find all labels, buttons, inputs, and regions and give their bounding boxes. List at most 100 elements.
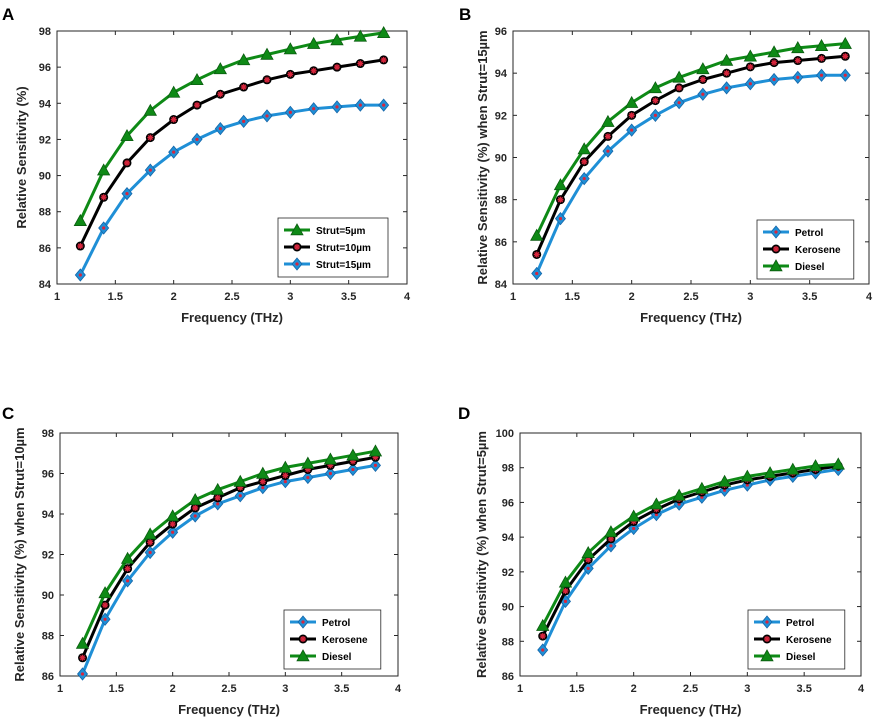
x-tick-label: 3 — [747, 291, 753, 303]
y-tick-label: 96 — [42, 469, 54, 481]
y-tick-label: 88 — [502, 636, 514, 648]
chart-panel-a: A 1 1.5 2 2.5 3 3.5 4 84 86 88 90 92 94 96 98 Frequency … — [2, 5, 411, 325]
x-tick-label: 3.5 — [797, 683, 812, 695]
data-point — [831, 457, 845, 470]
data-point — [353, 29, 368, 42]
data-point — [672, 70, 686, 83]
y-tick-label: 92 — [495, 110, 507, 122]
x-axis-label: Frequency (THz) — [640, 310, 742, 325]
data-point — [213, 62, 228, 75]
y-tick-label: 90 — [39, 171, 51, 183]
data-point — [330, 33, 344, 46]
data-point — [767, 45, 781, 58]
data-point — [96, 163, 111, 176]
y-tick-label: 96 — [502, 497, 514, 509]
y-tick-label: 84 — [39, 279, 52, 291]
data-point — [743, 49, 758, 62]
y-tick-label: 86 — [42, 671, 54, 683]
data-point — [188, 493, 202, 506]
data-point — [346, 448, 360, 461]
data-point — [211, 482, 225, 495]
x-tick-label: 4 — [858, 683, 865, 695]
y-tick-label: 90 — [502, 602, 514, 614]
y-tick-label: 92 — [42, 550, 54, 562]
panel-letter-c: C — [2, 404, 14, 423]
data-point — [577, 142, 591, 155]
x-tick-label: 3 — [744, 683, 750, 695]
x-tick-label: 2.5 — [221, 683, 236, 695]
legend-entry: Petrol — [290, 615, 351, 629]
data-point — [740, 469, 755, 482]
legend-entry: Diesel — [290, 649, 352, 663]
x-tick-label: 2 — [629, 291, 635, 303]
data-point — [601, 114, 615, 127]
legend-marker — [769, 259, 783, 272]
chart-panel-d: D 1 1.5 2 2.5 3 3.5 4 86 88 90 92 94 96 98 100 Frequency… — [458, 404, 865, 717]
panel-letter-d: D — [458, 404, 470, 423]
series-diesel — [530, 36, 852, 241]
y-tick-label: 94 — [39, 98, 52, 110]
y-tick-label: 100 — [496, 428, 514, 440]
legend-entry: Petrol — [754, 615, 815, 629]
data-point — [236, 53, 251, 66]
data-point — [260, 47, 274, 60]
legend-label: Strut=5µm — [316, 226, 365, 237]
legend-marker — [290, 223, 304, 236]
data-point — [278, 460, 293, 473]
legend-label: Strut=15µm — [316, 260, 371, 271]
data-point — [256, 466, 270, 479]
data-point — [530, 228, 544, 241]
panel-letter-a: A — [2, 5, 14, 24]
x-tick-label: 2 — [631, 683, 637, 695]
legend: Strut=5µm Strut=10µm Strut=15µm — [277, 217, 389, 278]
data-point — [763, 466, 777, 479]
legend-entry: Diesel — [763, 259, 825, 273]
data-point — [143, 527, 157, 540]
series-diesel — [536, 457, 845, 631]
data-point — [581, 545, 595, 558]
data-point — [301, 456, 315, 469]
x-tick-label: 1 — [517, 683, 523, 695]
y-tick-label: 86 — [39, 243, 51, 255]
x-tick-label: 1 — [54, 291, 60, 303]
data-point — [536, 618, 550, 631]
data-point — [165, 509, 180, 522]
legend-entry: Kerosene — [763, 244, 841, 256]
legend: Petrol Kerosene Diesel — [756, 219, 855, 280]
x-tick-label: 2 — [171, 291, 177, 303]
data-point — [190, 72, 204, 85]
y-tick-label: 86 — [495, 237, 507, 249]
x-tick-label: 1.5 — [109, 683, 124, 695]
y-axis-label: Relative Sensitivity (%) when Strut=10µm — [12, 427, 27, 681]
data-point — [672, 488, 686, 501]
legend-label: Petrol — [786, 618, 815, 629]
x-axis-label: Frequency (THz) — [640, 702, 742, 717]
legend-label: Diesel — [322, 652, 352, 663]
series-strut-15-m — [74, 98, 390, 282]
data-point — [558, 575, 573, 588]
legend-marker — [296, 649, 310, 662]
legend-entry: Kerosene — [290, 634, 368, 646]
y-tick-label: 88 — [42, 631, 54, 643]
series-strut-5-m — [73, 25, 391, 226]
data-point — [73, 213, 88, 226]
x-tick-label: 3 — [282, 683, 288, 695]
y-tick-label: 84 — [495, 279, 508, 291]
y-tick-label: 92 — [502, 567, 514, 579]
data-point — [306, 36, 321, 49]
data-point — [695, 481, 709, 494]
series-petrol — [531, 68, 851, 281]
data-point — [626, 509, 641, 522]
data-point — [368, 444, 383, 457]
data-point — [120, 128, 134, 142]
legend: Petrol Kerosene Diesel — [747, 609, 846, 670]
data-point — [604, 525, 618, 538]
y-tick-label: 90 — [495, 153, 507, 165]
legend-entry: Petrol — [763, 225, 824, 239]
y-axis-label: Relative Sensitivity (%) when Strut=15µm — [475, 30, 490, 284]
y-tick-label: 96 — [495, 26, 507, 38]
y-tick-label: 94 — [42, 509, 55, 521]
y-axis-label: Relative Sensitivity (%) — [14, 86, 29, 228]
x-tick-label: 3.5 — [802, 291, 817, 303]
